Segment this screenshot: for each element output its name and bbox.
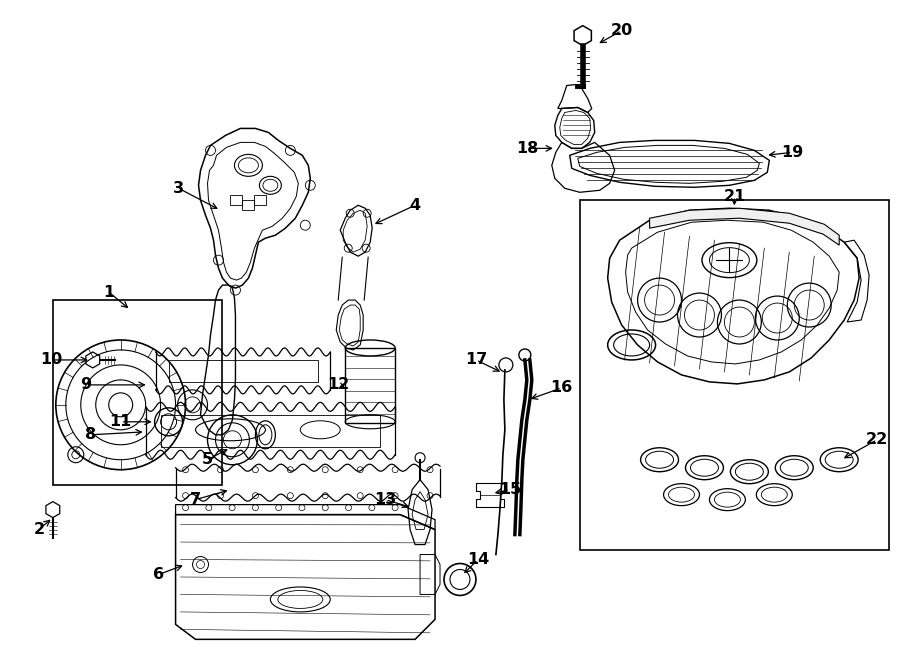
Bar [255, 195, 266, 206]
Text: 21: 21 [724, 189, 745, 204]
Bar [168, 360, 319, 382]
Text: 19: 19 [781, 145, 804, 160]
Text: 4: 4 [410, 198, 420, 213]
Text: 3: 3 [173, 181, 184, 196]
Text: 5: 5 [202, 452, 213, 467]
Text: 8: 8 [86, 427, 96, 442]
Text: 6: 6 [153, 567, 164, 582]
Bar [53, 300, 222, 485]
Bar [346, 348, 395, 423]
Text: 18: 18 [516, 141, 538, 156]
Text: 13: 13 [374, 492, 396, 507]
Text: 2: 2 [33, 522, 44, 537]
Text: 16: 16 [551, 380, 573, 395]
Bar [242, 200, 255, 210]
Text: 10: 10 [40, 352, 62, 368]
Bar [230, 195, 242, 206]
Polygon shape [650, 208, 839, 245]
Bar [160, 415, 380, 447]
Text: 17: 17 [464, 352, 487, 368]
Text: 15: 15 [499, 482, 521, 497]
Text: 12: 12 [327, 377, 349, 393]
Text: 14: 14 [467, 552, 489, 567]
Text: 1: 1 [104, 285, 114, 299]
Text: 11: 11 [110, 414, 131, 429]
Bar [580, 200, 889, 549]
Text: 7: 7 [190, 492, 201, 507]
Text: 9: 9 [80, 377, 91, 393]
Text: 22: 22 [866, 432, 888, 447]
Text: 20: 20 [610, 23, 633, 38]
